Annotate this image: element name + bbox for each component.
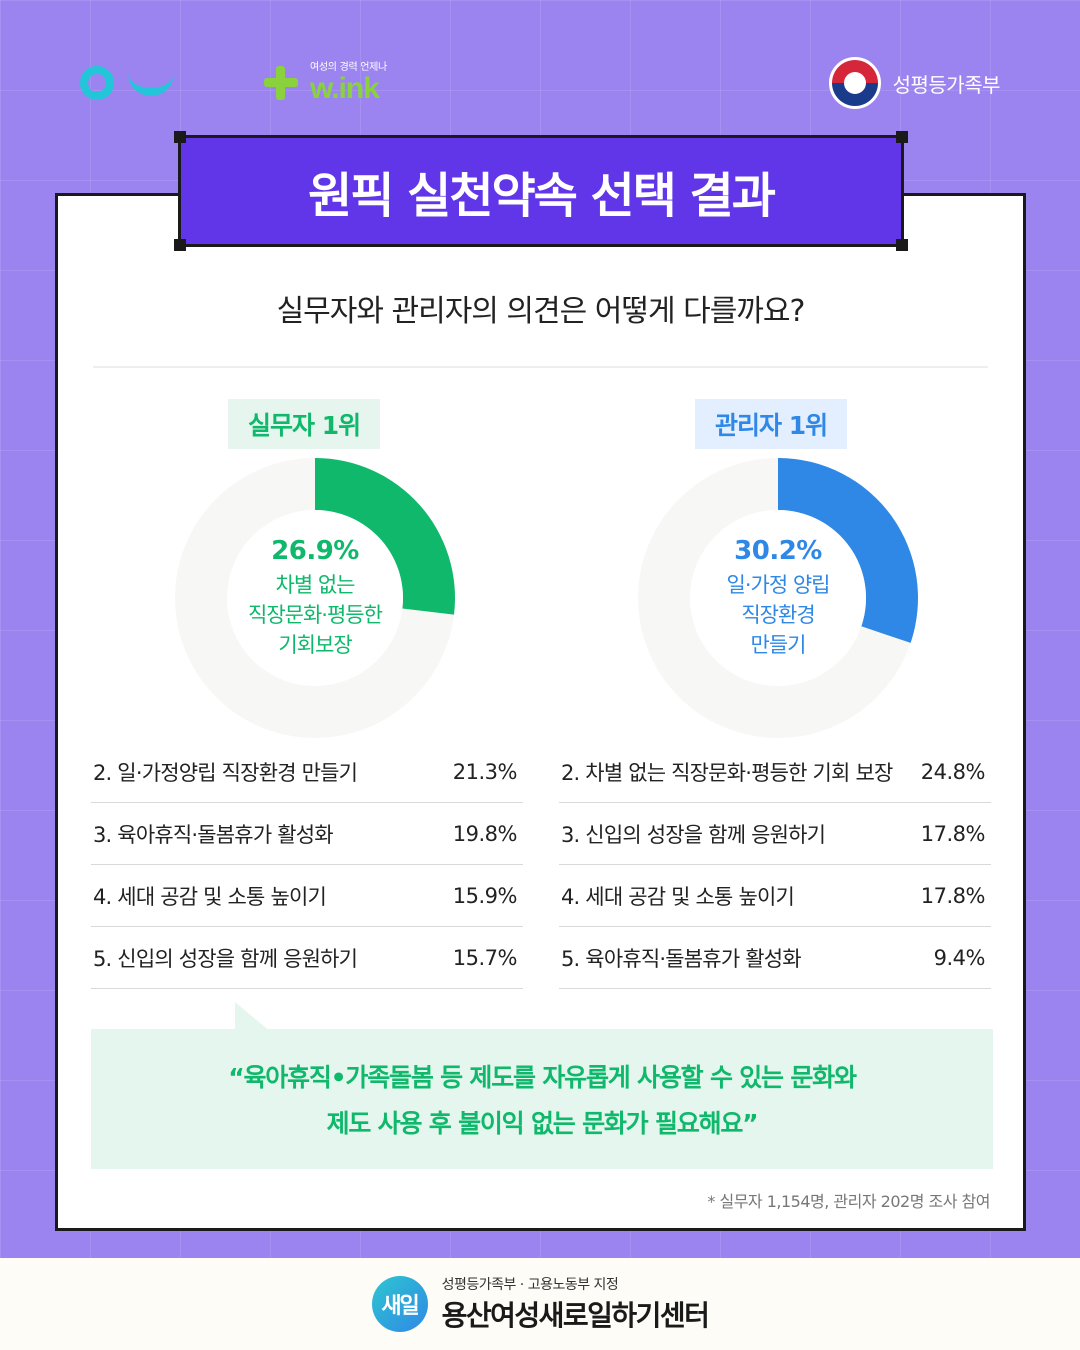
rank-value: 9.4% [933,945,986,970]
donut-hole [690,510,866,686]
staff-donut-center: 26.9% 차별 없는 직장문화·평등한 기회보장 [215,536,415,660]
logo-tagline: 여성의 경력 언제나 [310,62,387,73]
manager-donut-chart [638,458,918,738]
speech-bubble-tail [235,1002,271,1032]
list-item: 3. 육아휴직·돌봄휴가 활성화 19.8% [91,803,523,865]
manager-rank-list: 2. 차별 없는 직장문화·평등한 기회 보장 24.8% 3. 신입의 성장을 … [559,741,991,989]
results-card: 실무자와 관리자의 의견은 어떻게 다를까요? 실무자 1위 관리자 1위 26… [55,193,1026,1231]
manager-top-label-line: 일·가정 양립 [726,573,831,597]
staff-top-label-line: 차별 없는 [275,573,356,597]
rank-value: 17.8% [920,883,986,908]
list-item: 5. 신입의 성장을 함께 응원하기 15.7% [91,927,523,989]
rank-label: 2. 일·가정양립 직장환경 만들기 [93,760,358,785]
logo-ring-shape [80,66,114,100]
rank-label: 5. 육아휴직·돌봄휴가 활성화 [561,946,802,971]
title-banner: 원픽 실천약속 선택 결과 [174,131,908,251]
divider [93,366,988,368]
rank-label: 4. 세대 공감 및 소통 높이기 [561,884,795,909]
manager-top-label-line: 직장환경 [741,603,815,627]
list-item: 2. 차별 없는 직장문화·평등한 기회 보장 24.8% [559,741,991,803]
ministry-name: 성평등가족부 [892,72,1001,97]
rank-label: 2. 차별 없는 직장문화·평등한 기회 보장 [561,760,893,785]
quote-bubble: “육아휴직•가족돌봄 등 제도를 자유롭게 사용할 수 있는 문화와 제도 사용… [91,1029,993,1169]
donut-hole [227,510,403,686]
footer: 새일 성평등가족부 · 고용노동부 지정 용산여성새로일하기센터 [0,1258,1080,1350]
staff-badge: 실무자 1위 [228,399,381,449]
rank-value: 15.9% [452,883,518,908]
list-item: 5. 육아휴직·돌봄휴가 활성화 9.4% [559,927,991,989]
staff-top-label-line: 직장문화·평등한 [248,603,383,627]
manager-top-label-line: 만들기 [750,633,807,657]
rank-value: 21.3% [452,759,518,784]
saeil-logo-icon: 새일 [371,1276,428,1332]
list-item: 4. 세대 공감 및 소통 높이기 17.8% [559,865,991,927]
rank-label: 3. 신입의 성장을 함께 응원하기 [561,822,826,847]
page-title: 원픽 실천약속 선택 결과 [308,168,776,224]
wink-logo: 여성의 경력 언제나 w.ink [80,58,387,108]
donut-slice-top-rank [315,458,455,615]
center-name: 용산여성새로일하기센터 [441,1299,710,1332]
manager-badge: 관리자 1위 [695,399,848,449]
rank-label: 4. 세대 공감 및 소통 높이기 [93,884,327,909]
logo-smile-shape [128,68,174,96]
rank-value: 15.7% [452,945,518,970]
list-item: 4. 세대 공감 및 소통 높이기 15.9% [91,865,523,927]
logo-wordmark: w.ink [310,72,380,105]
rank-value: 19.8% [452,821,518,846]
rank-label: 5. 신입의 성장을 함께 응원하기 [93,946,358,971]
staff-rank-list: 2. 일·가정양립 직장환경 만들기 21.3% 3. 육아휴직·돌봄휴가 활성화… [91,741,523,989]
manager-top-percent: 30.2% [734,536,822,566]
footer-subtitle: 성평등가족부 · 고용노동부 지정 [441,1277,619,1293]
staff-donut-chart [175,458,455,738]
question-heading: 실무자와 관리자의 의견은 어떻게 다를까요? [276,294,806,329]
rank-value: 24.8% [920,759,986,784]
donut-slice-top-rank [778,458,918,643]
manager-donut-center: 30.2% 일·가정 양립 직장환경 만들기 [678,536,878,660]
staff-top-percent: 26.9% [271,536,359,566]
survey-footnote: * 실무자 1,154명, 관리자 202명 조사 참여 [707,1192,990,1211]
ministry-logo: 성평등가족부 [828,56,1001,110]
list-item: 3. 신입의 성장을 함께 응원하기 17.8% [559,803,991,865]
staff-top-label-line: 기회보장 [278,633,352,657]
government-emblem-icon [828,57,881,109]
rank-value: 17.8% [920,821,986,846]
quote-line: “육아휴직•가족돌봄 등 제도를 자유롭게 사용할 수 있는 문화와 [228,1063,857,1092]
footer-text: 성평등가족부 · 고용노동부 지정 용산여성새로일하기센터 [441,1274,710,1334]
list-item: 2. 일·가정양립 직장환경 만들기 21.3% [91,741,523,803]
quote-line: 제도 사용 후 불이익 없는 문화가 필요해요” [326,1109,759,1138]
rank-label: 3. 육아휴직·돌봄휴가 활성화 [93,822,334,847]
